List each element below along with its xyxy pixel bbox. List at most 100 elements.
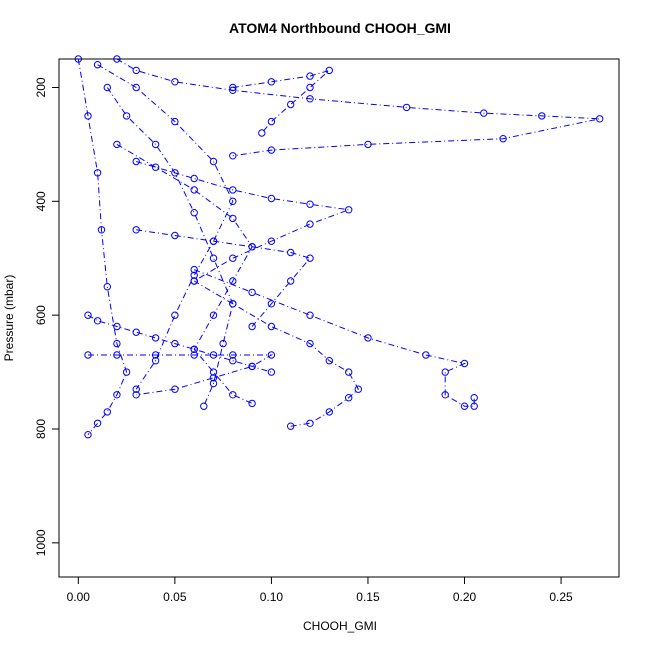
series-9 (103, 83, 237, 410)
data-point (248, 362, 256, 371)
data-point (267, 117, 276, 126)
data-point (200, 402, 208, 410)
data-point (132, 83, 140, 92)
data-point (287, 277, 295, 285)
data-point (267, 351, 276, 359)
data-point (132, 66, 140, 75)
data-point (422, 351, 430, 359)
data-point (103, 283, 112, 291)
data-point (113, 351, 121, 359)
data-point (171, 385, 179, 393)
chart-title: ATOM4 Northbound CHOOH_GMI (229, 20, 451, 36)
data-point (306, 95, 314, 103)
data-point (248, 322, 256, 331)
data-point (345, 394, 353, 402)
data-point (229, 197, 237, 206)
y-tick-label: 200 (34, 77, 48, 97)
data-point (229, 351, 237, 359)
data-point (499, 135, 507, 143)
data-point (190, 209, 198, 217)
x-tick-label: 0.15 (356, 590, 380, 604)
data-point (460, 402, 469, 410)
data-point (190, 174, 198, 183)
series-line (136, 161, 349, 282)
data-point (267, 368, 276, 376)
data-point (219, 339, 227, 348)
data-point (229, 186, 237, 194)
data-point (267, 300, 276, 308)
data-point (113, 322, 121, 331)
data-point (402, 103, 411, 112)
data-point (364, 140, 372, 149)
data-point (132, 157, 140, 166)
data-point (190, 186, 198, 194)
data-point (122, 368, 131, 376)
data-point (325, 408, 333, 416)
data-point (470, 394, 478, 402)
data-point (132, 391, 140, 399)
data-point (480, 109, 488, 117)
data-point (132, 226, 140, 234)
data-point (229, 214, 237, 223)
data-point (84, 431, 92, 439)
data-point (229, 254, 237, 262)
x-axis-label: CHOOH_GMI (303, 619, 377, 633)
series-line (193, 280, 359, 427)
data-point (287, 422, 295, 430)
data-point (151, 163, 160, 171)
series-7 (132, 226, 314, 331)
data-point (97, 226, 106, 234)
data-point (258, 129, 266, 137)
series-line (116, 58, 600, 157)
y-axis: 200 400 600 800 1000 (34, 77, 60, 556)
data-point (190, 345, 198, 353)
data-point (267, 78, 276, 86)
data-point (345, 368, 353, 376)
data-point (229, 277, 237, 285)
data-point (151, 351, 160, 359)
data-point (209, 157, 218, 166)
series-line (106, 87, 234, 407)
data-point (93, 317, 102, 325)
data-point (171, 231, 179, 240)
x-tick-label: 0.25 (549, 590, 573, 604)
series-1 (113, 55, 604, 160)
x-tick-label: 0.10 (260, 590, 284, 604)
data-point (209, 254, 218, 262)
data-point (354, 385, 362, 393)
data-point (84, 112, 92, 120)
series-line (232, 69, 330, 134)
data-point (132, 328, 140, 336)
data-point (306, 311, 314, 319)
data-point (190, 351, 198, 359)
y-tick-label: 1000 (34, 529, 48, 556)
series-0 (74, 55, 131, 439)
series-6 (93, 60, 237, 393)
data-point (122, 112, 131, 120)
y-tick-label: 800 (34, 419, 48, 439)
series-line (194, 269, 475, 407)
data-point (190, 271, 198, 279)
data-point (113, 140, 121, 149)
data-point (171, 169, 179, 177)
series-10 (229, 66, 333, 137)
data-point (84, 351, 92, 359)
series-5 (132, 157, 353, 285)
data-point (345, 206, 353, 214)
data-point (171, 78, 179, 86)
series-11 (84, 311, 276, 376)
data-point (113, 339, 121, 348)
data-point (209, 237, 218, 245)
data-point (267, 237, 276, 245)
data-point (306, 200, 314, 208)
data-point (229, 391, 237, 399)
data-point (248, 288, 256, 297)
data-point (151, 140, 160, 149)
data-point (267, 146, 276, 154)
series-line (136, 229, 311, 327)
data-point (113, 391, 121, 399)
data-point (132, 385, 140, 393)
data-point (364, 334, 372, 342)
x-tick-label: 0.20 (453, 590, 477, 604)
